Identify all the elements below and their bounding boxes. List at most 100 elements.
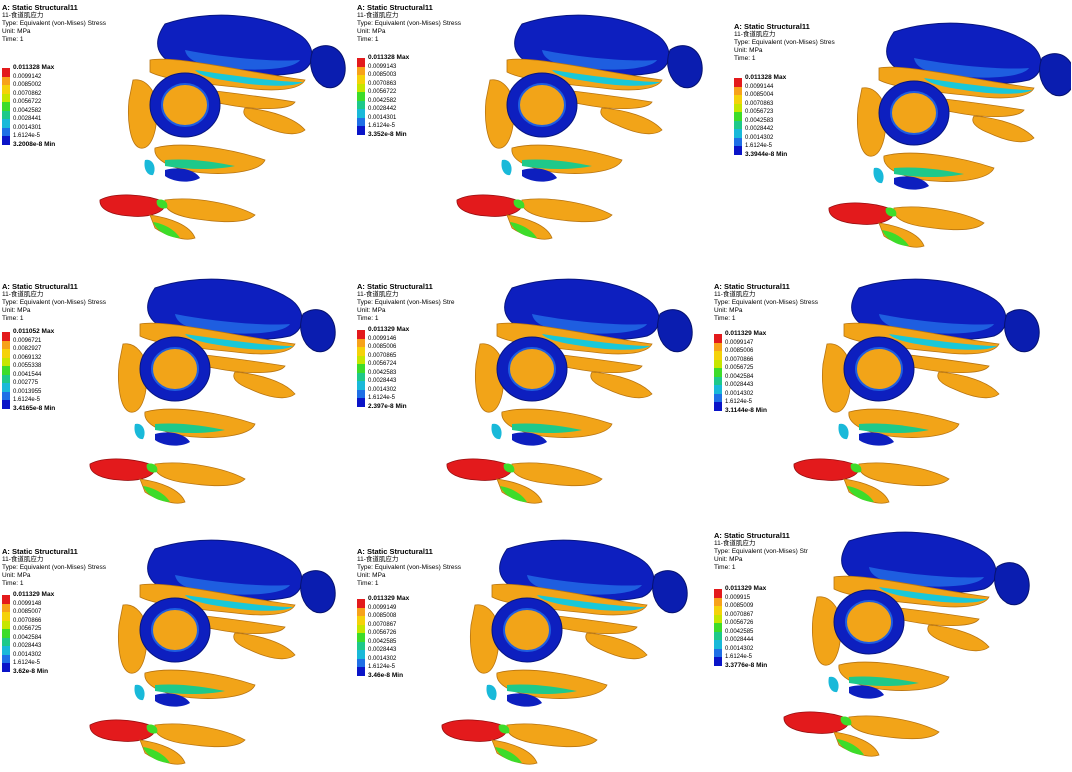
legend-swatch <box>2 646 10 655</box>
legend-tick-label: 0.0028442 <box>368 106 397 112</box>
stress-contour-model[interactable] <box>714 0 1071 257</box>
legend-tick-label: 0.0070866 <box>13 617 42 624</box>
legend-swatch <box>2 110 10 119</box>
result-type: Type: Equivalent (von-Mises) Stress <box>357 564 462 571</box>
legend-swatch <box>714 614 722 623</box>
stress-contour-model[interactable] <box>0 515 357 772</box>
result-unit: Unit: MPa <box>357 28 386 35</box>
legend-tick-label: 1.6124e-5 <box>725 654 753 660</box>
legend-tick-label: 0.0042582 <box>13 107 42 114</box>
result-unit: Unit: MPa <box>2 572 31 579</box>
legend-swatch <box>2 620 10 629</box>
legend-tick-label: 0.0028443 <box>368 647 397 653</box>
legend-tick-label: 0.0085008 <box>368 613 397 619</box>
result-type: Type: Equivalent (von-Mises) Stress <box>2 564 107 571</box>
legend-tick-label: 0.0085004 <box>745 92 774 98</box>
right-lobe-shape <box>310 45 346 89</box>
result-type: Type: Equivalent (von-Mises) Stress <box>2 299 107 306</box>
legend-swatch <box>714 606 722 615</box>
legend-min-label: 3.46e-8 Min <box>368 671 404 679</box>
legend-swatch <box>357 641 365 650</box>
legend-swatch <box>2 383 10 392</box>
result-info: A: Static Structural11 11-食道肌应力 Type: Equi… <box>2 3 106 44</box>
legend-swatch <box>357 372 365 381</box>
legend-swatch <box>714 657 722 666</box>
legend-swatch <box>2 366 10 375</box>
legend-tick-label: 0.0070866 <box>725 356 754 363</box>
legend-swatch <box>734 112 742 121</box>
legend-swatch <box>734 78 742 87</box>
legend-tick-label: 1.6124e-5 <box>13 397 41 403</box>
legend-tick-label: 0.0056725 <box>13 626 42 632</box>
legend-swatch <box>734 86 742 95</box>
panel-title: A: Static Structural11 <box>357 3 433 12</box>
red-stress-shape <box>828 202 895 225</box>
red-stress-shape <box>446 458 513 481</box>
legend-swatch <box>2 595 10 604</box>
stress-contour-model[interactable] <box>714 260 1071 517</box>
result-time: Time: 1 <box>357 580 379 587</box>
legend-tick-label: 0.0056724 <box>368 361 397 367</box>
legend-swatch <box>357 338 365 347</box>
stress-contour-model[interactable] <box>357 0 714 257</box>
legend-tick-label: 0.0099142 <box>13 73 42 80</box>
legend-swatch <box>2 654 10 663</box>
panel-title: A: Static Structural11 <box>357 282 433 291</box>
legend-swatch <box>714 342 722 351</box>
legend-tick-label: 0.0056723 <box>745 109 774 115</box>
result-name: 11-食道肌应力 <box>714 540 756 547</box>
stress-contour-model[interactable] <box>0 260 357 517</box>
legend-tick-label: 0.0014302 <box>368 386 397 393</box>
legend-tick-label: 0.0070867 <box>368 621 397 628</box>
result-unit: Unit: MPa <box>2 307 31 314</box>
legend-tick-label: 0.0014302 <box>725 645 754 652</box>
legend-swatch <box>357 355 365 364</box>
legend-tick-label: 0.0082927 <box>13 346 42 352</box>
stress-contour-model[interactable] <box>357 260 714 517</box>
result-time: Time: 1 <box>734 55 756 62</box>
legend-swatch <box>734 137 742 146</box>
legend-swatch <box>2 663 10 672</box>
result-panel: A: Static Structural11 11-食道肌应力 Type: Equi… <box>357 515 714 772</box>
result-info: A: Static Structural11 11-食道肌应力 Type: Equi… <box>2 282 106 323</box>
legend-swatch <box>357 83 365 92</box>
legend-swatch <box>2 391 10 400</box>
legend-max-label: 0.011328 Max <box>745 74 787 81</box>
legend-tick-label: 0.0085007 <box>13 609 42 615</box>
legend-tick-label: 0.0099144 <box>745 83 774 90</box>
legend-swatch <box>734 129 742 138</box>
legend-tick-label: 1.6124e-5 <box>13 660 41 666</box>
panel-title: A: Static Structural11 <box>2 282 78 291</box>
legend-swatch <box>357 75 365 84</box>
red-stress-shape <box>441 719 508 742</box>
legend-tick-label: 0.0055338 <box>13 363 42 369</box>
stress-contour-model[interactable] <box>357 515 714 772</box>
legend-tick-label: 0.0069132 <box>13 354 42 361</box>
red-stress-shape <box>99 194 166 217</box>
legend-max-label: 0.011328 Max <box>13 64 55 71</box>
legend-swatch <box>2 603 10 612</box>
right-lobe-shape <box>1004 309 1040 353</box>
panel-title: A: Static Structural11 <box>2 3 78 12</box>
legend-tick-label: 0.0070863 <box>745 100 774 107</box>
result-panel: A: Static Structural11 11-食道肌应力 Type: Equi… <box>0 260 357 517</box>
legend-min-label: 3.3776e-8 Min <box>725 661 768 669</box>
legend-tick-label: 0.0041544 <box>13 371 42 378</box>
legend-tick-label: 1.6124e-5 <box>368 395 396 401</box>
legend-tick-label: 0.0085006 <box>368 344 397 350</box>
result-name: 11-食道肌应力 <box>357 556 399 563</box>
result-unit: Unit: MPa <box>714 307 743 314</box>
legend-swatch <box>714 368 722 377</box>
result-time: Time: 1 <box>714 564 736 571</box>
legend-swatch <box>714 648 722 657</box>
stress-contour-model[interactable] <box>0 0 357 257</box>
legend-swatch <box>357 381 365 390</box>
legend-swatch <box>2 102 10 111</box>
result-info: A: Static Structural11 11-食道肌应力 Type: Equi… <box>714 531 808 572</box>
red-stress-shape <box>793 458 860 481</box>
legend-swatch <box>2 136 10 145</box>
stress-contour-model[interactable] <box>714 515 1071 772</box>
legend-swatch <box>714 376 722 385</box>
legend-swatch <box>357 109 365 118</box>
legend-tick-label: 0.0028443 <box>368 378 397 384</box>
